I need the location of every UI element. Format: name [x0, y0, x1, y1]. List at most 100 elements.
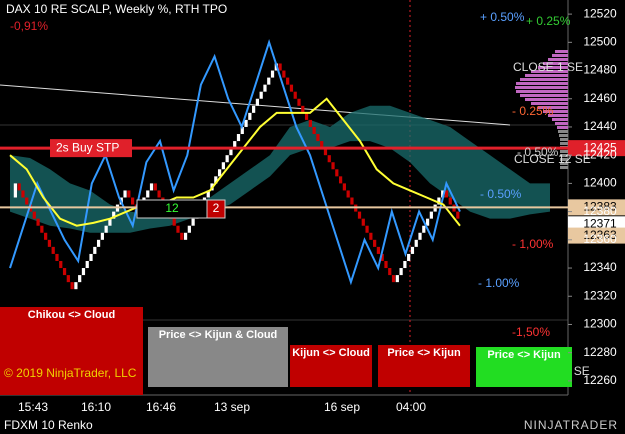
profile-bar: [520, 78, 568, 81]
brick: [149, 183, 154, 191]
brick: [55, 253, 59, 261]
button[interactable]: Chikou <> Cloud: [0, 307, 143, 395]
profile-bar: [538, 66, 568, 69]
brick: [25, 197, 29, 205]
brick: [293, 91, 297, 99]
brick: [100, 232, 104, 240]
y-tick-label: 12480: [583, 63, 617, 77]
pct-label: - 0.50%: [517, 145, 559, 159]
profile-bar: [548, 114, 568, 117]
profile-bar: [525, 74, 568, 77]
button-label[interactable]: Price <> Kijun: [487, 349, 561, 361]
brick: [108, 218, 112, 226]
brick: [131, 197, 135, 205]
button[interactable]: Price <> Kijun: [476, 347, 572, 387]
indicator-line: [9, 39, 461, 286]
brick: [289, 84, 294, 92]
brick: [62, 268, 67, 276]
brick: [123, 190, 127, 198]
y-tick-label: 12420: [583, 147, 617, 161]
brick: [441, 190, 445, 198]
brick: [183, 232, 188, 240]
brick: [240, 126, 244, 135]
brick: [312, 126, 316, 135]
brick: [191, 218, 195, 226]
profile-bar: [560, 166, 568, 169]
profile-bar: [531, 70, 568, 73]
subtitle: -0,91%: [10, 19, 48, 33]
close-label: CLOSE 1 SE: [513, 60, 583, 74]
count-box: [206, 199, 226, 219]
order-label: 2s Buy STP: [56, 140, 119, 154]
order-qty: 12: [165, 201, 179, 215]
button[interactable]: Kijun <> Cloud: [290, 345, 372, 387]
brick: [437, 197, 441, 205]
profile-bar: [560, 138, 568, 141]
brick: [252, 105, 256, 113]
brick: [331, 162, 335, 170]
x-tick-label: 15:43: [18, 400, 48, 414]
button-bg[interactable]: [148, 327, 288, 387]
profile-bar: [552, 54, 568, 57]
brick: [259, 91, 263, 99]
button-label[interactable]: Price <> Kijun: [387, 347, 461, 359]
profile-bar: [555, 122, 568, 125]
price-tag: [568, 227, 625, 244]
profile-bar: [515, 86, 568, 89]
brick: [365, 225, 369, 233]
price-tag: [568, 140, 625, 157]
brick: [74, 282, 78, 290]
brick: [410, 246, 415, 254]
price-tag-label: 12383: [583, 200, 617, 214]
pct-label: - 0.25%: [512, 104, 554, 118]
profile-bar: [543, 62, 568, 65]
brick: [338, 176, 343, 184]
profile-bar: [557, 126, 568, 129]
copyright: © 2019 NinjaTrader, LLC: [4, 366, 137, 380]
brick: [327, 155, 331, 163]
brick: [350, 197, 354, 205]
brick: [320, 141, 324, 149]
order-count: 2: [213, 201, 220, 215]
profile-bar: [560, 142, 568, 145]
brick: [51, 246, 55, 254]
brick: [206, 190, 210, 198]
price-tag-label: 12425: [583, 140, 617, 154]
button-bg[interactable]: [290, 345, 372, 387]
y-tick-label: 12380: [583, 204, 617, 218]
chart-title: DAX 10 RE SCALP, Weekly %, RTH TPO: [6, 2, 227, 16]
brick: [70, 282, 74, 290]
brick: [157, 190, 161, 198]
button-label[interactable]: Kijun <> Cloud: [292, 347, 370, 359]
brick: [214, 176, 218, 184]
close-label: CLOSE 12 SE: [514, 152, 591, 166]
pct-label: - 0.50%: [480, 187, 522, 201]
brick: [403, 260, 407, 269]
brick: [414, 239, 418, 247]
brick: [187, 225, 191, 233]
brick: [248, 112, 252, 120]
brick: [263, 84, 267, 92]
button[interactable]: Price <> Kijun & Cloud: [148, 327, 288, 387]
plot: [9, 39, 461, 290]
button-bg[interactable]: [476, 347, 572, 387]
y-tick-label: 12440: [583, 119, 617, 133]
brick: [448, 197, 452, 205]
button-bg[interactable]: [378, 345, 470, 387]
volume-profile: [515, 50, 568, 169]
x-tick-label: 16:10: [81, 400, 111, 414]
profile-bar: [560, 150, 568, 153]
button[interactable]: Price <> Kijun: [378, 345, 470, 387]
brick: [380, 253, 384, 261]
button-bg[interactable]: [0, 307, 143, 395]
button-label[interactable]: Price <> Kijun & Cloud: [159, 329, 278, 341]
brick: [301, 105, 305, 113]
brick: [153, 183, 157, 191]
brick: [335, 169, 339, 177]
order-box: [50, 139, 132, 158]
brick: [369, 232, 373, 240]
brick: [32, 211, 36, 219]
button-label[interactable]: Chikou <> Cloud: [28, 309, 115, 321]
brick: [323, 148, 328, 156]
